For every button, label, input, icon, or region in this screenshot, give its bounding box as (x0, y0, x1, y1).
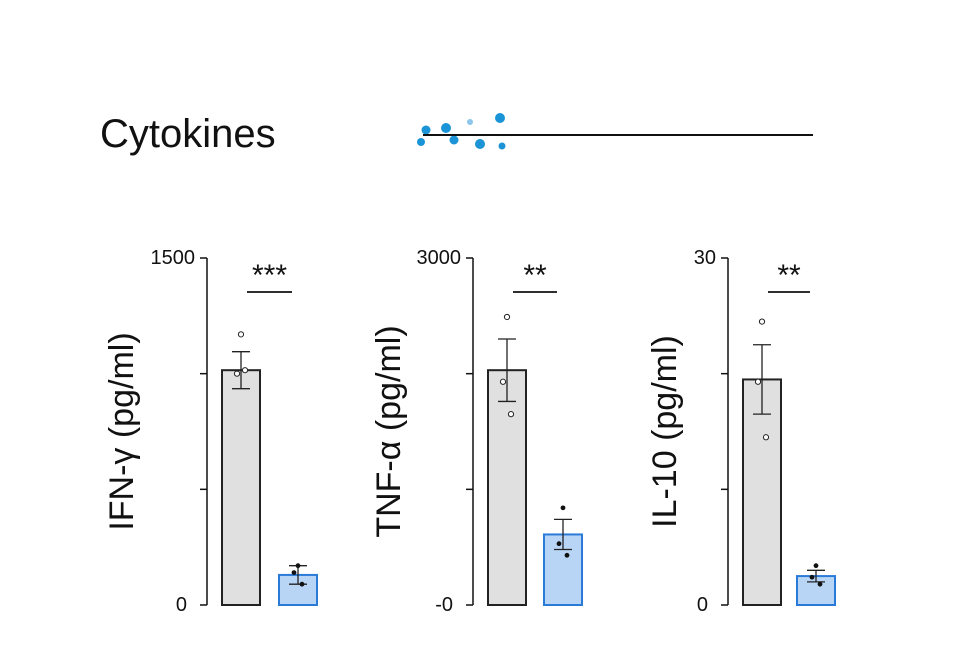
y-axis-label: IFN-γ (pg/ml) (103, 332, 141, 530)
y-axis-label: TNF-α (pg/ml) (370, 325, 408, 537)
data-point (507, 411, 515, 418)
y-tick-label: 3000 (417, 247, 462, 269)
bar (487, 369, 527, 606)
data-point (762, 434, 770, 441)
y-tick-label: 30 (694, 247, 716, 269)
data-point (556, 541, 562, 547)
y-tick-label: 0 (697, 594, 708, 616)
header-rule (423, 134, 813, 136)
data-point (295, 563, 301, 569)
data-point (241, 367, 249, 374)
data-point (237, 331, 245, 338)
data-point (233, 370, 241, 377)
cytokine-dots-icon (417, 113, 506, 150)
section-header: Cytokines (100, 100, 820, 170)
y-tick-label: 0 (176, 594, 187, 616)
data-point (758, 318, 766, 325)
significance-label: ** (523, 259, 547, 292)
significance-label: ** (777, 259, 801, 292)
data-point (564, 552, 570, 558)
bar (742, 378, 782, 607)
bar (221, 369, 261, 606)
y-axis-label: IL-10 (pg/ml) (646, 335, 684, 528)
data-point (817, 581, 823, 587)
data-point (291, 570, 297, 576)
y-tick-label: 1500 (151, 247, 196, 269)
data-point (560, 505, 566, 511)
data-point (813, 563, 819, 569)
data-point (754, 378, 762, 385)
significance-label: *** (252, 259, 287, 292)
y-tick-label: -0 (435, 594, 453, 616)
data-point (809, 574, 815, 580)
section-title: Cytokines (100, 112, 276, 156)
bar (278, 573, 318, 607)
data-point (503, 313, 511, 321)
data-point (299, 581, 305, 587)
data-point (499, 378, 507, 385)
